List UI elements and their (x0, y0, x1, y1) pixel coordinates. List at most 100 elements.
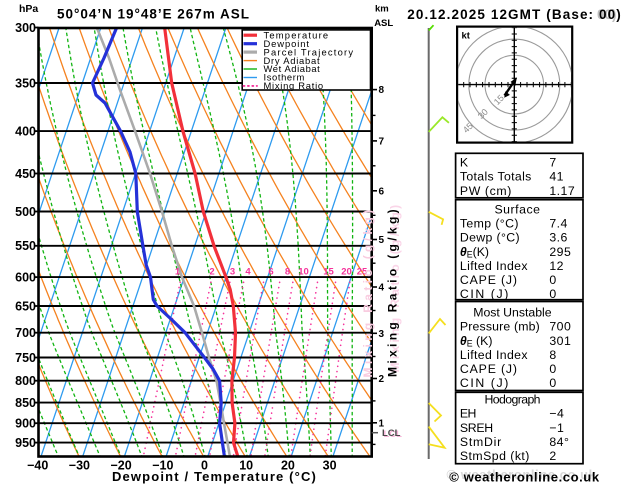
svg-text:−40: −40 (27, 459, 48, 473)
svg-text:Mixing Ratio (g/kg): Mixing Ratio (g/kg) (386, 206, 400, 377)
svg-text:700: 700 (15, 326, 36, 340)
svg-text:4: 4 (379, 283, 385, 294)
svg-text:LCL: LCL (382, 428, 401, 439)
svg-text:θE(K): θE(K) (460, 245, 489, 260)
svg-text:5: 5 (379, 235, 385, 246)
svg-text:CAPE (J): CAPE (J) (460, 273, 518, 287)
svg-text:700: 700 (549, 320, 571, 334)
svg-text:−1: −1 (549, 421, 564, 435)
svg-text:Lifted Index: Lifted Index (460, 259, 529, 273)
svg-text:CIN (J): CIN (J) (460, 376, 510, 390)
svg-text:6: 6 (268, 267, 273, 278)
svg-text:© weatheronline.co.uk: © weatheronline.co.uk (449, 469, 600, 484)
svg-text:θE (K): θE (K) (460, 334, 493, 349)
svg-text:800: 800 (15, 374, 36, 388)
svg-text:Isotherm: Isotherm (264, 72, 305, 83)
svg-text:Lifted Index: Lifted Index (460, 348, 529, 362)
svg-text:kt: kt (462, 31, 471, 42)
svg-text:7: 7 (379, 136, 385, 147)
svg-text:20: 20 (341, 267, 352, 278)
svg-text:1: 1 (379, 418, 385, 429)
svg-text:0: 0 (549, 362, 556, 376)
svg-text:300: 300 (15, 21, 36, 35)
svg-text:301: 301 (549, 334, 571, 348)
svg-text:750: 750 (15, 351, 36, 365)
svg-text:4: 4 (245, 267, 251, 278)
svg-text:25: 25 (357, 267, 368, 278)
svg-text:950: 950 (15, 436, 36, 450)
svg-text:−10: −10 (152, 459, 173, 473)
svg-text:3: 3 (230, 267, 235, 278)
svg-text:Dewpoint / Temperature (°C): Dewpoint / Temperature (°C) (112, 469, 317, 484)
svg-text:0: 0 (549, 287, 556, 301)
svg-text:8: 8 (285, 267, 290, 278)
svg-text:Parcel Trajectory: Parcel Trajectory (264, 46, 355, 57)
svg-text:StmSpd (kt): StmSpd (kt) (460, 449, 530, 463)
svg-text:Wet Adiabat: Wet Adiabat (264, 63, 321, 74)
svg-text:0: 0 (549, 273, 556, 287)
svg-text:Pressure (mb): Pressure (mb) (460, 320, 540, 334)
svg-text:12: 12 (549, 259, 564, 273)
svg-text:400: 400 (15, 124, 36, 138)
svg-text:1.17: 1.17 (549, 184, 575, 198)
svg-text:0: 0 (549, 376, 556, 390)
svg-text:Temp (°C): Temp (°C) (460, 217, 519, 231)
svg-text:41: 41 (549, 170, 564, 184)
svg-text:Mixing Ratio (g/kg): Mixing Ratio (g/kg) (388, 202, 402, 373)
svg-text:StmDir: StmDir (460, 435, 502, 449)
svg-text:EH: EH (460, 407, 476, 421)
svg-text:Most Unstable: Most Unstable (473, 306, 552, 320)
svg-text:CIN (J): CIN (J) (460, 287, 510, 301)
svg-text:SREH: SREH (460, 421, 493, 435)
svg-text:500: 500 (15, 205, 36, 219)
svg-text:20.12.2025 12GMT (Base: 00): 20.12.2025 12GMT (Base: 00) (407, 7, 622, 22)
svg-text:600: 600 (15, 270, 36, 284)
svg-text:850: 850 (15, 396, 36, 410)
svg-text:Hodograph: Hodograph (484, 393, 540, 407)
svg-text:8: 8 (379, 85, 385, 96)
svg-text:3: 3 (379, 329, 385, 340)
svg-text:84°: 84° (549, 435, 569, 449)
svg-text:K: K (460, 155, 469, 169)
svg-text:Totals Totals: Totals Totals (460, 170, 532, 184)
svg-text:0: 0 (201, 459, 208, 473)
svg-text:6: 6 (379, 186, 385, 197)
svg-text:−30: −30 (69, 459, 90, 473)
svg-text:Dewp (°C): Dewp (°C) (460, 231, 520, 245)
svg-text:650: 650 (15, 299, 36, 313)
svg-text:CAPE (J): CAPE (J) (460, 362, 518, 376)
svg-text:10: 10 (239, 459, 253, 473)
svg-text:Mixing Ratio: Mixing Ratio (264, 80, 324, 91)
svg-text:Dry Adiabat: Dry Adiabat (264, 55, 321, 66)
svg-text:Dewpoint: Dewpoint (264, 38, 310, 49)
svg-text:8: 8 (549, 348, 556, 362)
svg-text:LCL: LCL (384, 429, 403, 440)
svg-text:20: 20 (281, 459, 295, 473)
svg-text:Temperature: Temperature (264, 29, 330, 40)
svg-text:350: 350 (15, 76, 36, 90)
svg-text:30: 30 (323, 459, 337, 473)
svg-text:2: 2 (379, 374, 385, 385)
svg-text:00): 00) (597, 7, 617, 22)
svg-text:−20: −20 (110, 459, 131, 473)
svg-text:2: 2 (549, 449, 556, 463)
svg-text:550: 550 (15, 239, 36, 253)
svg-text:km: km (375, 4, 389, 15)
svg-text:3.6: 3.6 (549, 231, 567, 245)
svg-text:450: 450 (15, 167, 36, 181)
svg-text:295: 295 (549, 245, 571, 259)
svg-text:10: 10 (298, 267, 309, 278)
svg-text:15: 15 (323, 267, 334, 278)
svg-text:Mixing Ratio (g/kg): Mixing Ratio (g/kg) (361, 207, 375, 378)
svg-text:900: 900 (15, 417, 36, 431)
svg-text:7.4: 7.4 (549, 217, 567, 231)
svg-text:PW (cm): PW (cm) (460, 184, 512, 198)
svg-text:Surface: Surface (494, 203, 540, 217)
svg-text:−4: −4 (549, 407, 564, 421)
svg-text:ASL: ASL (374, 18, 393, 29)
svg-text:© weatheronline.co.uk: © weatheronline.co.uk (447, 467, 597, 482)
svg-text:7: 7 (549, 155, 556, 169)
svg-text:1: 1 (175, 267, 181, 278)
svg-text:50°04’N 19°48’E 267m ASL: 50°04’N 19°48’E 267m ASL (57, 7, 250, 22)
svg-text:2: 2 (209, 267, 214, 278)
